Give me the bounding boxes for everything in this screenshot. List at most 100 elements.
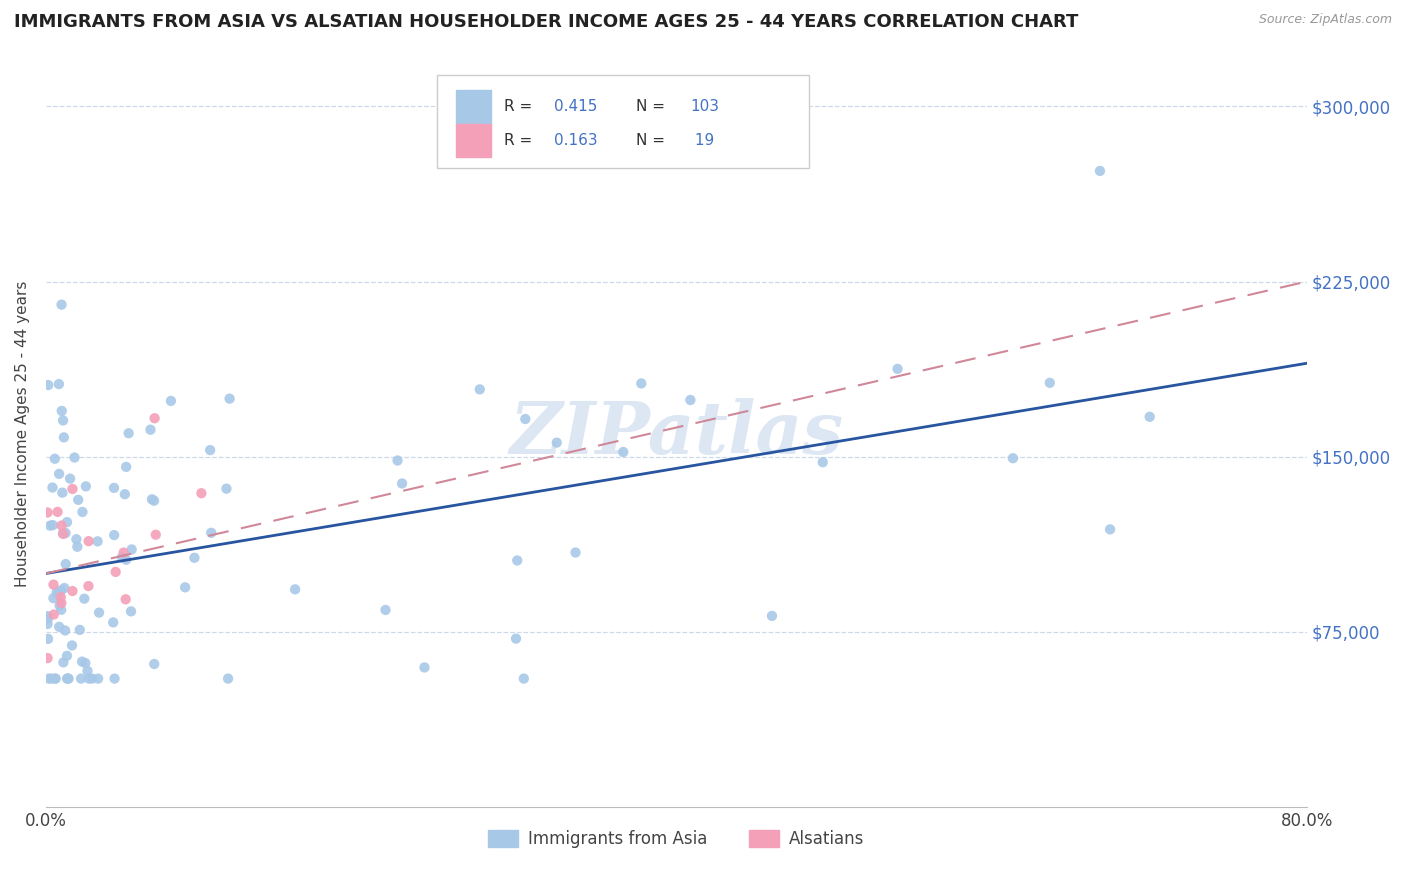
Point	[49, 590, 72, 604]
Point	[51, 404, 73, 418]
Point	[52, 656, 75, 670]
Text: ZIPatlas: ZIPatlas	[509, 398, 844, 469]
Point	[51, 596, 73, 610]
Point	[56, 648, 79, 663]
Point	[200, 525, 222, 540]
FancyBboxPatch shape	[437, 75, 808, 168]
Point	[506, 553, 529, 567]
Point	[37, 378, 59, 392]
Point	[114, 592, 136, 607]
Point	[48, 377, 70, 392]
Point	[55, 557, 77, 571]
Point	[468, 383, 491, 397]
Text: Source: ZipAtlas.com: Source: ZipAtlas.com	[1258, 13, 1392, 27]
Point	[112, 545, 135, 559]
Point	[42, 518, 65, 533]
Point	[52, 527, 75, 541]
Point	[37, 506, 59, 520]
Point	[53, 581, 76, 595]
Point	[121, 542, 143, 557]
Point	[1039, 376, 1062, 390]
Point	[37, 612, 59, 626]
Point	[413, 660, 436, 674]
Text: 0.415: 0.415	[554, 99, 598, 114]
Point	[41, 672, 63, 686]
Text: 103: 103	[690, 99, 720, 114]
Point	[37, 651, 59, 665]
Bar	[456, 124, 491, 157]
Point	[52, 526, 75, 541]
Point	[73, 591, 96, 606]
Point	[70, 655, 93, 669]
Point	[374, 603, 396, 617]
Point	[515, 412, 537, 426]
Point	[51, 485, 73, 500]
Point	[114, 487, 136, 501]
Point	[62, 482, 84, 496]
Point	[103, 528, 125, 542]
Point	[75, 656, 97, 670]
Point	[76, 664, 98, 678]
Point	[103, 481, 125, 495]
Point	[190, 486, 212, 500]
Point	[174, 580, 197, 594]
Point	[48, 620, 70, 634]
Point	[45, 672, 67, 686]
Point	[1001, 451, 1024, 466]
Point	[52, 413, 75, 427]
Point	[53, 624, 76, 638]
Point	[77, 534, 100, 549]
Point	[1139, 409, 1161, 424]
Point	[44, 451, 66, 466]
Y-axis label: Householder Income Ages 25 - 44 years: Householder Income Ages 25 - 44 years	[15, 280, 30, 587]
Point	[218, 392, 240, 406]
Point	[37, 617, 59, 632]
Point	[38, 672, 60, 686]
Text: 0.163: 0.163	[554, 133, 598, 148]
Text: R =: R =	[503, 99, 537, 114]
Point	[41, 481, 63, 495]
Point	[284, 582, 307, 597]
Point	[143, 411, 166, 425]
Point	[49, 583, 72, 598]
Point	[612, 445, 634, 459]
Point	[77, 579, 100, 593]
Point	[120, 604, 142, 618]
Point	[1088, 164, 1111, 178]
Point	[37, 632, 59, 646]
Text: N =: N =	[636, 99, 669, 114]
Point	[160, 393, 183, 408]
Point	[387, 453, 409, 467]
Point	[103, 672, 125, 686]
Point	[42, 607, 65, 622]
Point	[505, 632, 527, 646]
Point	[70, 672, 93, 686]
Text: IMMIGRANTS FROM ASIA VS ALSATIAN HOUSEHOLDER INCOME AGES 25 - 44 YEARS CORRELATI: IMMIGRANTS FROM ASIA VS ALSATIAN HOUSEHO…	[14, 13, 1078, 31]
Point	[67, 492, 90, 507]
Point	[141, 492, 163, 507]
Text: R =: R =	[503, 133, 537, 148]
Point	[59, 472, 82, 486]
Point	[811, 455, 834, 469]
Point	[62, 584, 84, 599]
Text: N =: N =	[636, 133, 669, 148]
Point	[46, 587, 69, 601]
Point	[198, 443, 221, 458]
Point	[115, 459, 138, 474]
Point	[183, 550, 205, 565]
Point	[52, 430, 75, 444]
Point	[56, 672, 79, 686]
Point	[679, 392, 702, 407]
Point	[101, 615, 124, 630]
Point	[51, 298, 73, 312]
Point	[564, 545, 586, 559]
Point	[56, 515, 79, 529]
Point	[513, 672, 536, 686]
Point	[86, 534, 108, 549]
Point	[45, 585, 67, 599]
Point	[145, 527, 167, 541]
Point	[630, 376, 652, 391]
Point	[761, 608, 783, 623]
Point	[46, 505, 69, 519]
Text: 19: 19	[690, 133, 714, 148]
